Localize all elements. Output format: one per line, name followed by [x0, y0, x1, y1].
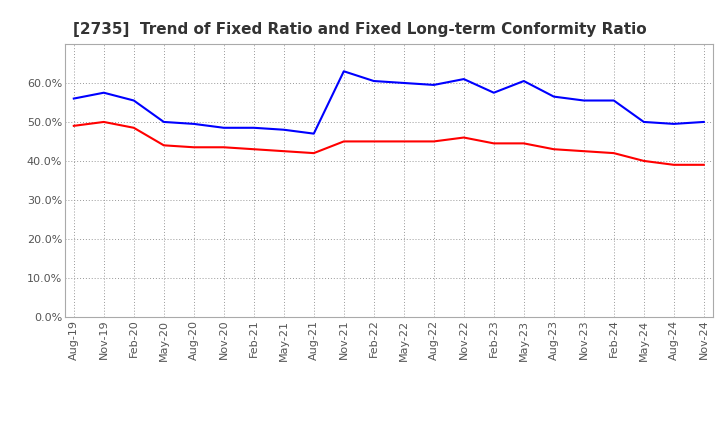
Fixed Ratio [429, 82, 438, 88]
Fixed Ratio [250, 125, 258, 130]
Fixed Long-term Conformity Ratio [69, 123, 78, 128]
Fixed Long-term Conformity Ratio [220, 145, 228, 150]
Line: Fixed Ratio: Fixed Ratio [73, 71, 703, 134]
Fixed Long-term Conformity Ratio [639, 158, 648, 164]
Fixed Ratio [609, 98, 618, 103]
Fixed Long-term Conformity Ratio [189, 145, 198, 150]
Fixed Ratio [670, 121, 678, 127]
Fixed Long-term Conformity Ratio [99, 119, 108, 125]
Line: Fixed Long-term Conformity Ratio: Fixed Long-term Conformity Ratio [73, 122, 703, 165]
Fixed Long-term Conformity Ratio [549, 147, 558, 152]
Fixed Long-term Conformity Ratio [310, 150, 318, 156]
Fixed Long-term Conformity Ratio [459, 135, 468, 140]
Text: [2735]  Trend of Fixed Ratio and Fixed Long-term Conformity Ratio: [2735] Trend of Fixed Ratio and Fixed Lo… [73, 22, 647, 37]
Fixed Long-term Conformity Ratio [130, 125, 138, 130]
Fixed Long-term Conformity Ratio [580, 149, 588, 154]
Fixed Ratio [400, 81, 408, 86]
Fixed Ratio [369, 78, 378, 84]
Fixed Long-term Conformity Ratio [519, 141, 528, 146]
Fixed Ratio [99, 90, 108, 95]
Fixed Long-term Conformity Ratio [400, 139, 408, 144]
Fixed Long-term Conformity Ratio [670, 162, 678, 168]
Fixed Ratio [189, 121, 198, 127]
Fixed Long-term Conformity Ratio [609, 150, 618, 156]
Fixed Ratio [699, 119, 708, 125]
Fixed Long-term Conformity Ratio [279, 149, 288, 154]
Fixed Long-term Conformity Ratio [490, 141, 498, 146]
Fixed Ratio [220, 125, 228, 130]
Fixed Long-term Conformity Ratio [699, 162, 708, 168]
Fixed Ratio [69, 96, 78, 101]
Fixed Ratio [279, 127, 288, 132]
Fixed Ratio [160, 119, 168, 125]
Fixed Long-term Conformity Ratio [429, 139, 438, 144]
Fixed Ratio [639, 119, 648, 125]
Fixed Long-term Conformity Ratio [340, 139, 348, 144]
Fixed Ratio [310, 131, 318, 136]
Fixed Ratio [549, 94, 558, 99]
Fixed Long-term Conformity Ratio [369, 139, 378, 144]
Fixed Ratio [519, 78, 528, 84]
Fixed Ratio [130, 98, 138, 103]
Fixed Ratio [490, 90, 498, 95]
Fixed Ratio [459, 77, 468, 82]
Fixed Long-term Conformity Ratio [250, 147, 258, 152]
Fixed Long-term Conformity Ratio [160, 143, 168, 148]
Fixed Ratio [340, 69, 348, 74]
Fixed Ratio [580, 98, 588, 103]
